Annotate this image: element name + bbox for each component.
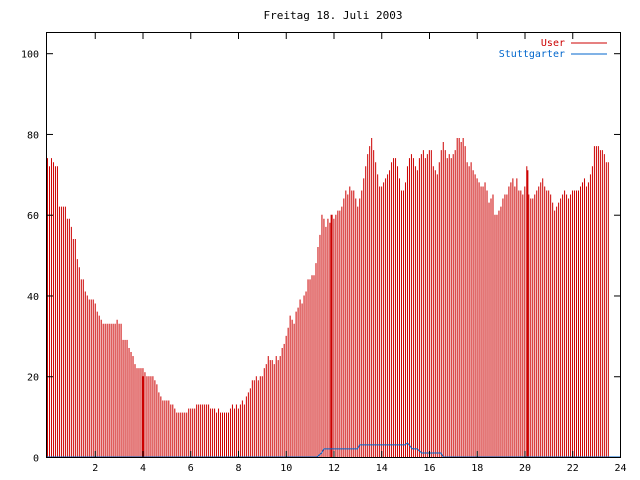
- y-tick-label: 40: [27, 292, 39, 303]
- legend-label-stuttgarter: Stuttgarter: [499, 49, 565, 60]
- y-tick-label: 20: [27, 373, 39, 384]
- x-tick-label: 24: [614, 463, 626, 474]
- y-tick-label: 80: [27, 130, 39, 141]
- x-tick-label: 4: [140, 463, 146, 474]
- y-tick-label: 60: [27, 211, 39, 222]
- x-tick-label: 22: [567, 463, 579, 474]
- x-tick-label: 14: [376, 463, 388, 474]
- y-tick-label: 0: [33, 454, 39, 465]
- x-tick-label: 2: [92, 463, 98, 474]
- chart-title: Freitag 18. Juli 2003: [263, 9, 402, 22]
- legend-label-user: User: [541, 38, 565, 49]
- y-tick-label: 100: [21, 50, 39, 61]
- x-tick-label: 18: [471, 463, 483, 474]
- user-bars-layer: [47, 137, 609, 457]
- x-tick-label: 10: [280, 463, 292, 474]
- x-tick-label: 12: [328, 463, 340, 474]
- legend: User Stuttgarter: [499, 38, 607, 60]
- stuttgarter-line: [47, 442, 620, 458]
- x-tick-label: 16: [423, 463, 435, 474]
- x-tick-label: 20: [519, 463, 531, 474]
- plot-frame: [46, 32, 621, 458]
- stuttgarter-line-layer: [47, 442, 620, 458]
- x-tick-label: 6: [188, 463, 194, 474]
- x-tick-label: 8: [235, 463, 241, 474]
